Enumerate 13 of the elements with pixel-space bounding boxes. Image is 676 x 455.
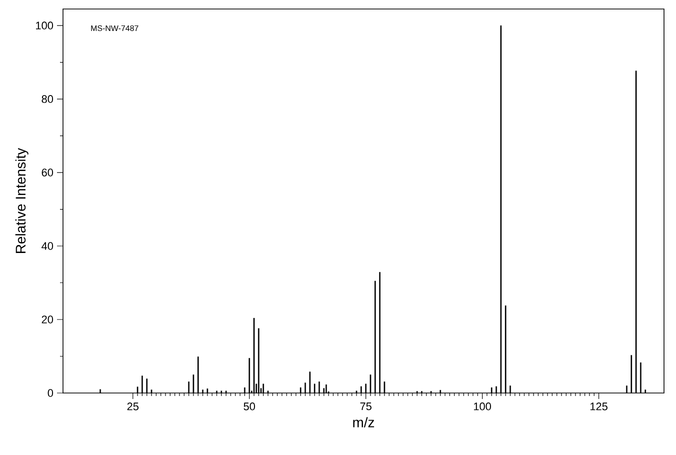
y-tick-label: 100 [36,22,54,30]
x-tick-label: 25 [127,402,139,410]
x-tick-label: 75 [360,402,372,410]
x-axis-title: m/z [353,417,374,428]
x-tick-label: 100 [474,402,492,410]
x-tick-label: 125 [590,402,608,410]
y-tick-label: 0 [48,389,54,397]
y-tick-label: 40 [42,242,54,250]
y-axis-title: Relative Intensity [15,148,28,253]
y-tick-label: 60 [42,168,54,176]
x-tick-label: 50 [244,402,256,410]
y-tick-label: 20 [42,316,54,324]
y-tick-label: 80 [42,95,54,103]
